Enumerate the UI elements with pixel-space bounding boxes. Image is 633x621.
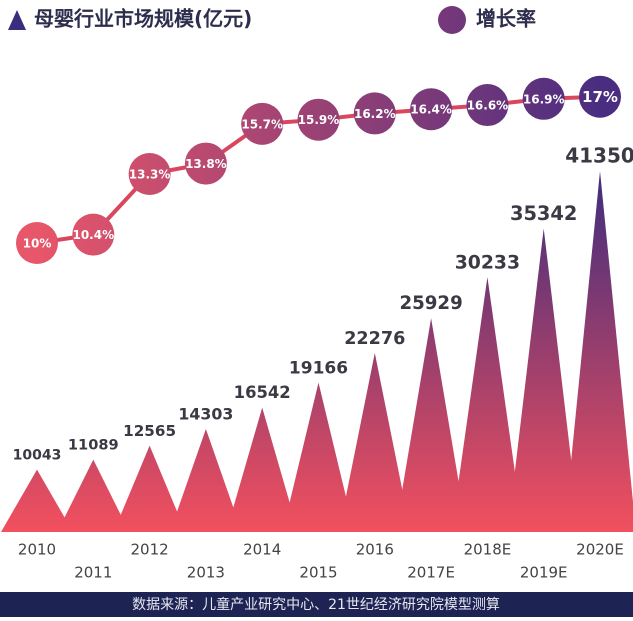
x-tick-label: 2013 xyxy=(187,564,225,582)
legend-icon xyxy=(438,6,466,34)
value-label: 15.9% xyxy=(298,113,340,127)
value-label: 10% xyxy=(23,237,52,251)
value-label: 13.8% xyxy=(185,157,227,171)
legend-label: 母婴行业市场规模(亿元) xyxy=(34,7,252,31)
value-label: 16542 xyxy=(234,383,291,402)
triangle xyxy=(1,469,73,532)
legend-icon xyxy=(8,10,26,30)
triangle xyxy=(564,171,633,532)
footer-bar xyxy=(0,592,633,617)
growth-dot xyxy=(241,102,284,145)
triangle xyxy=(282,382,355,532)
growth-dot xyxy=(410,88,453,131)
triangle xyxy=(57,459,130,532)
growth-dot xyxy=(466,84,509,127)
growth-dot xyxy=(16,222,58,264)
triangle xyxy=(169,429,242,532)
value-label: 16.6% xyxy=(467,99,509,113)
growth-dot xyxy=(522,77,565,120)
triangle xyxy=(338,353,411,532)
value-label: 14303 xyxy=(178,405,233,424)
growth-dot xyxy=(579,75,621,118)
value-label: 41350 xyxy=(565,144,633,168)
x-tick-label: 2018E xyxy=(464,541,512,559)
value-label: 25929 xyxy=(399,293,462,314)
x-tick-label: 2020E xyxy=(576,541,624,559)
triangle xyxy=(451,277,524,532)
triangle xyxy=(507,228,580,532)
growth-dot xyxy=(353,92,396,135)
value-label: 19166 xyxy=(289,359,348,379)
growth-dot xyxy=(184,142,227,185)
value-label: 17% xyxy=(582,88,618,106)
value-label: 16.4% xyxy=(410,103,452,117)
value-label: 11089 xyxy=(68,437,119,454)
growth-dot xyxy=(72,213,115,256)
value-label: 30233 xyxy=(455,253,520,274)
value-label: 13.3% xyxy=(129,168,171,182)
value-label: 10.4% xyxy=(72,228,114,242)
triangle xyxy=(395,318,468,532)
value-label: 10043 xyxy=(13,448,62,464)
x-tick-label: 2015 xyxy=(299,564,337,582)
x-tick-label: 2016 xyxy=(356,541,394,559)
value-label: 15.7% xyxy=(241,117,283,131)
x-tick-label: 2010 xyxy=(18,541,56,559)
growth-dot xyxy=(297,98,340,141)
value-label: 12565 xyxy=(123,422,176,440)
value-label: 16.2% xyxy=(354,107,396,121)
x-tick-label: 2014 xyxy=(243,541,281,559)
x-tick-label: 2017E xyxy=(407,564,455,582)
value-label: 22276 xyxy=(344,329,405,349)
value-label: 35342 xyxy=(510,202,577,225)
value-label: 16.9% xyxy=(523,92,565,106)
triangle xyxy=(113,445,186,532)
source: 数据来源：儿童产业研究中心、21世纪经济研究院模型测算 xyxy=(132,596,500,613)
x-tick-label: 2011 xyxy=(74,564,112,582)
legend-label: 增长率 xyxy=(476,7,536,31)
x-tick-label: 2012 xyxy=(131,541,169,559)
triangle xyxy=(226,407,299,532)
growth-dot xyxy=(128,153,171,196)
x-tick-label: 2019E xyxy=(520,564,568,582)
